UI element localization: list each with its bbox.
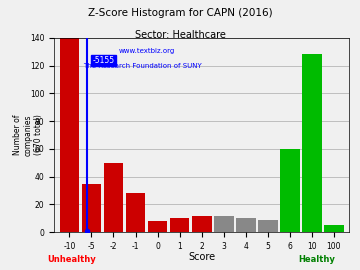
Bar	[280, 149, 300, 232]
Bar	[148, 221, 167, 232]
Bar	[236, 218, 256, 232]
Text: Unhealthy: Unhealthy	[48, 255, 96, 264]
Bar	[214, 215, 234, 232]
Bar	[192, 215, 212, 232]
Y-axis label: Number of
companies
(670 total): Number of companies (670 total)	[13, 114, 43, 156]
Bar	[104, 163, 123, 232]
Text: Z-Score Histogram for CAPN (2016): Z-Score Histogram for CAPN (2016)	[88, 8, 272, 18]
Text: www.textbiz.org: www.textbiz.org	[119, 48, 175, 53]
Bar	[324, 225, 344, 232]
Bar	[170, 218, 189, 232]
Text: Sector: Healthcare: Sector: Healthcare	[135, 30, 225, 40]
Bar	[126, 193, 145, 232]
Text: -5155: -5155	[93, 56, 115, 65]
X-axis label: Score: Score	[188, 252, 215, 262]
Bar	[59, 38, 79, 232]
Bar	[258, 220, 278, 232]
Bar	[302, 55, 322, 232]
Text: Healthy: Healthy	[298, 255, 335, 264]
Bar	[81, 184, 102, 232]
Text: The Research Foundation of SUNY: The Research Foundation of SUNY	[84, 63, 202, 69]
